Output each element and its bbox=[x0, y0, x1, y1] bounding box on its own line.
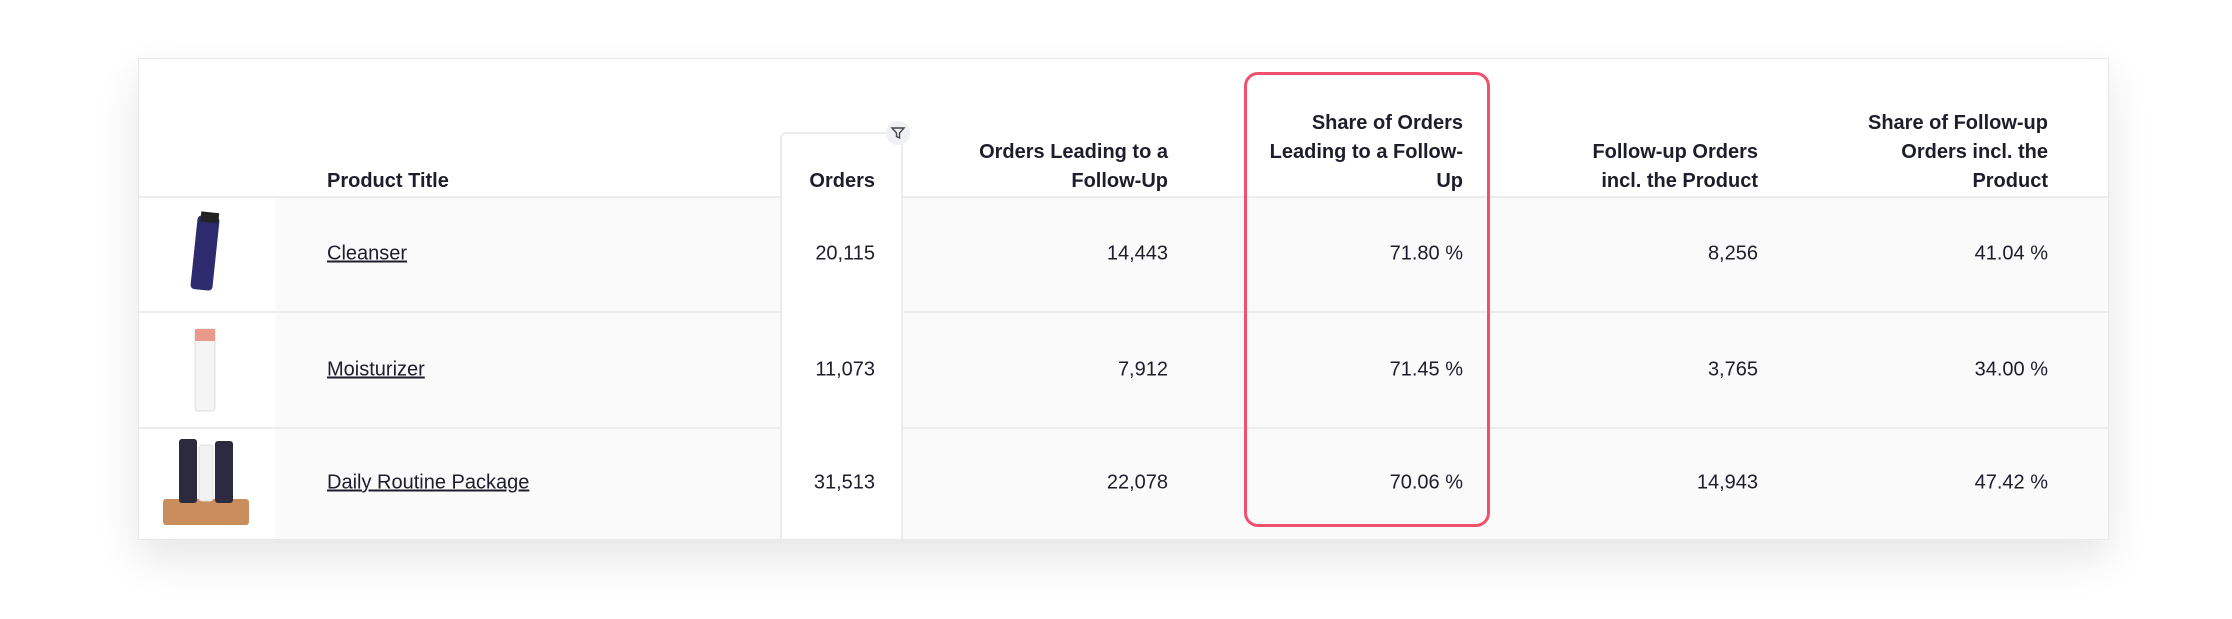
cleanser-icon bbox=[190, 211, 220, 291]
product-link[interactable]: Moisturizer bbox=[327, 358, 425, 381]
table-cell: 14,443 bbox=[1106, 242, 1168, 265]
product-image bbox=[139, 429, 275, 539]
table-row bbox=[139, 427, 2108, 539]
table-cell: 31,513 bbox=[813, 471, 875, 494]
table-cell: 14,943 bbox=[1696, 471, 1758, 494]
column-header: Product Title bbox=[327, 170, 449, 192]
column-header: Orders Leading to a Follow-Up bbox=[979, 141, 1168, 192]
table-cell: 71.45 % bbox=[1389, 358, 1463, 381]
table-row bbox=[139, 196, 2108, 313]
table-cell: 41.04 % bbox=[1974, 242, 2048, 265]
table-cell: 47.42 % bbox=[1974, 471, 2048, 494]
table-cell: 3,765 bbox=[1707, 358, 1758, 381]
column-header[interactable]: Orders bbox=[809, 170, 875, 192]
moisturizer-icon bbox=[194, 328, 216, 412]
table-card: Product Title Orders Orders Leading to a… bbox=[138, 58, 2109, 540]
table-cell: 20,115 bbox=[815, 242, 875, 265]
sorted-column bbox=[780, 132, 903, 539]
filter-icon[interactable] bbox=[886, 121, 910, 145]
product-link[interactable]: Cleanser bbox=[327, 242, 408, 265]
table-cell: 70.06 % bbox=[1389, 471, 1463, 494]
product-image bbox=[139, 313, 275, 427]
table-cell: 11,073 bbox=[815, 358, 875, 381]
highlight-box bbox=[1244, 72, 1490, 527]
table-cell: 71.80 % bbox=[1389, 242, 1463, 265]
column-header: Share of Follow-up Orders incl. the Prod… bbox=[1868, 112, 2048, 192]
table-cell: 7,912 bbox=[1117, 358, 1168, 381]
table-cell: 8,256 bbox=[1707, 242, 1758, 265]
column-header: Follow-up Orders incl. the Product bbox=[1592, 141, 1758, 192]
product-link[interactable]: Daily Routine Package bbox=[327, 471, 530, 494]
package-icon bbox=[163, 439, 249, 525]
column-header: Share of Orders Leading to a Follow-Up bbox=[1269, 112, 1463, 192]
product-image bbox=[139, 198, 275, 311]
table-cell: 34.00 % bbox=[1974, 358, 2048, 381]
table-cell: 22,078 bbox=[1106, 471, 1168, 494]
table-row bbox=[139, 311, 2108, 429]
